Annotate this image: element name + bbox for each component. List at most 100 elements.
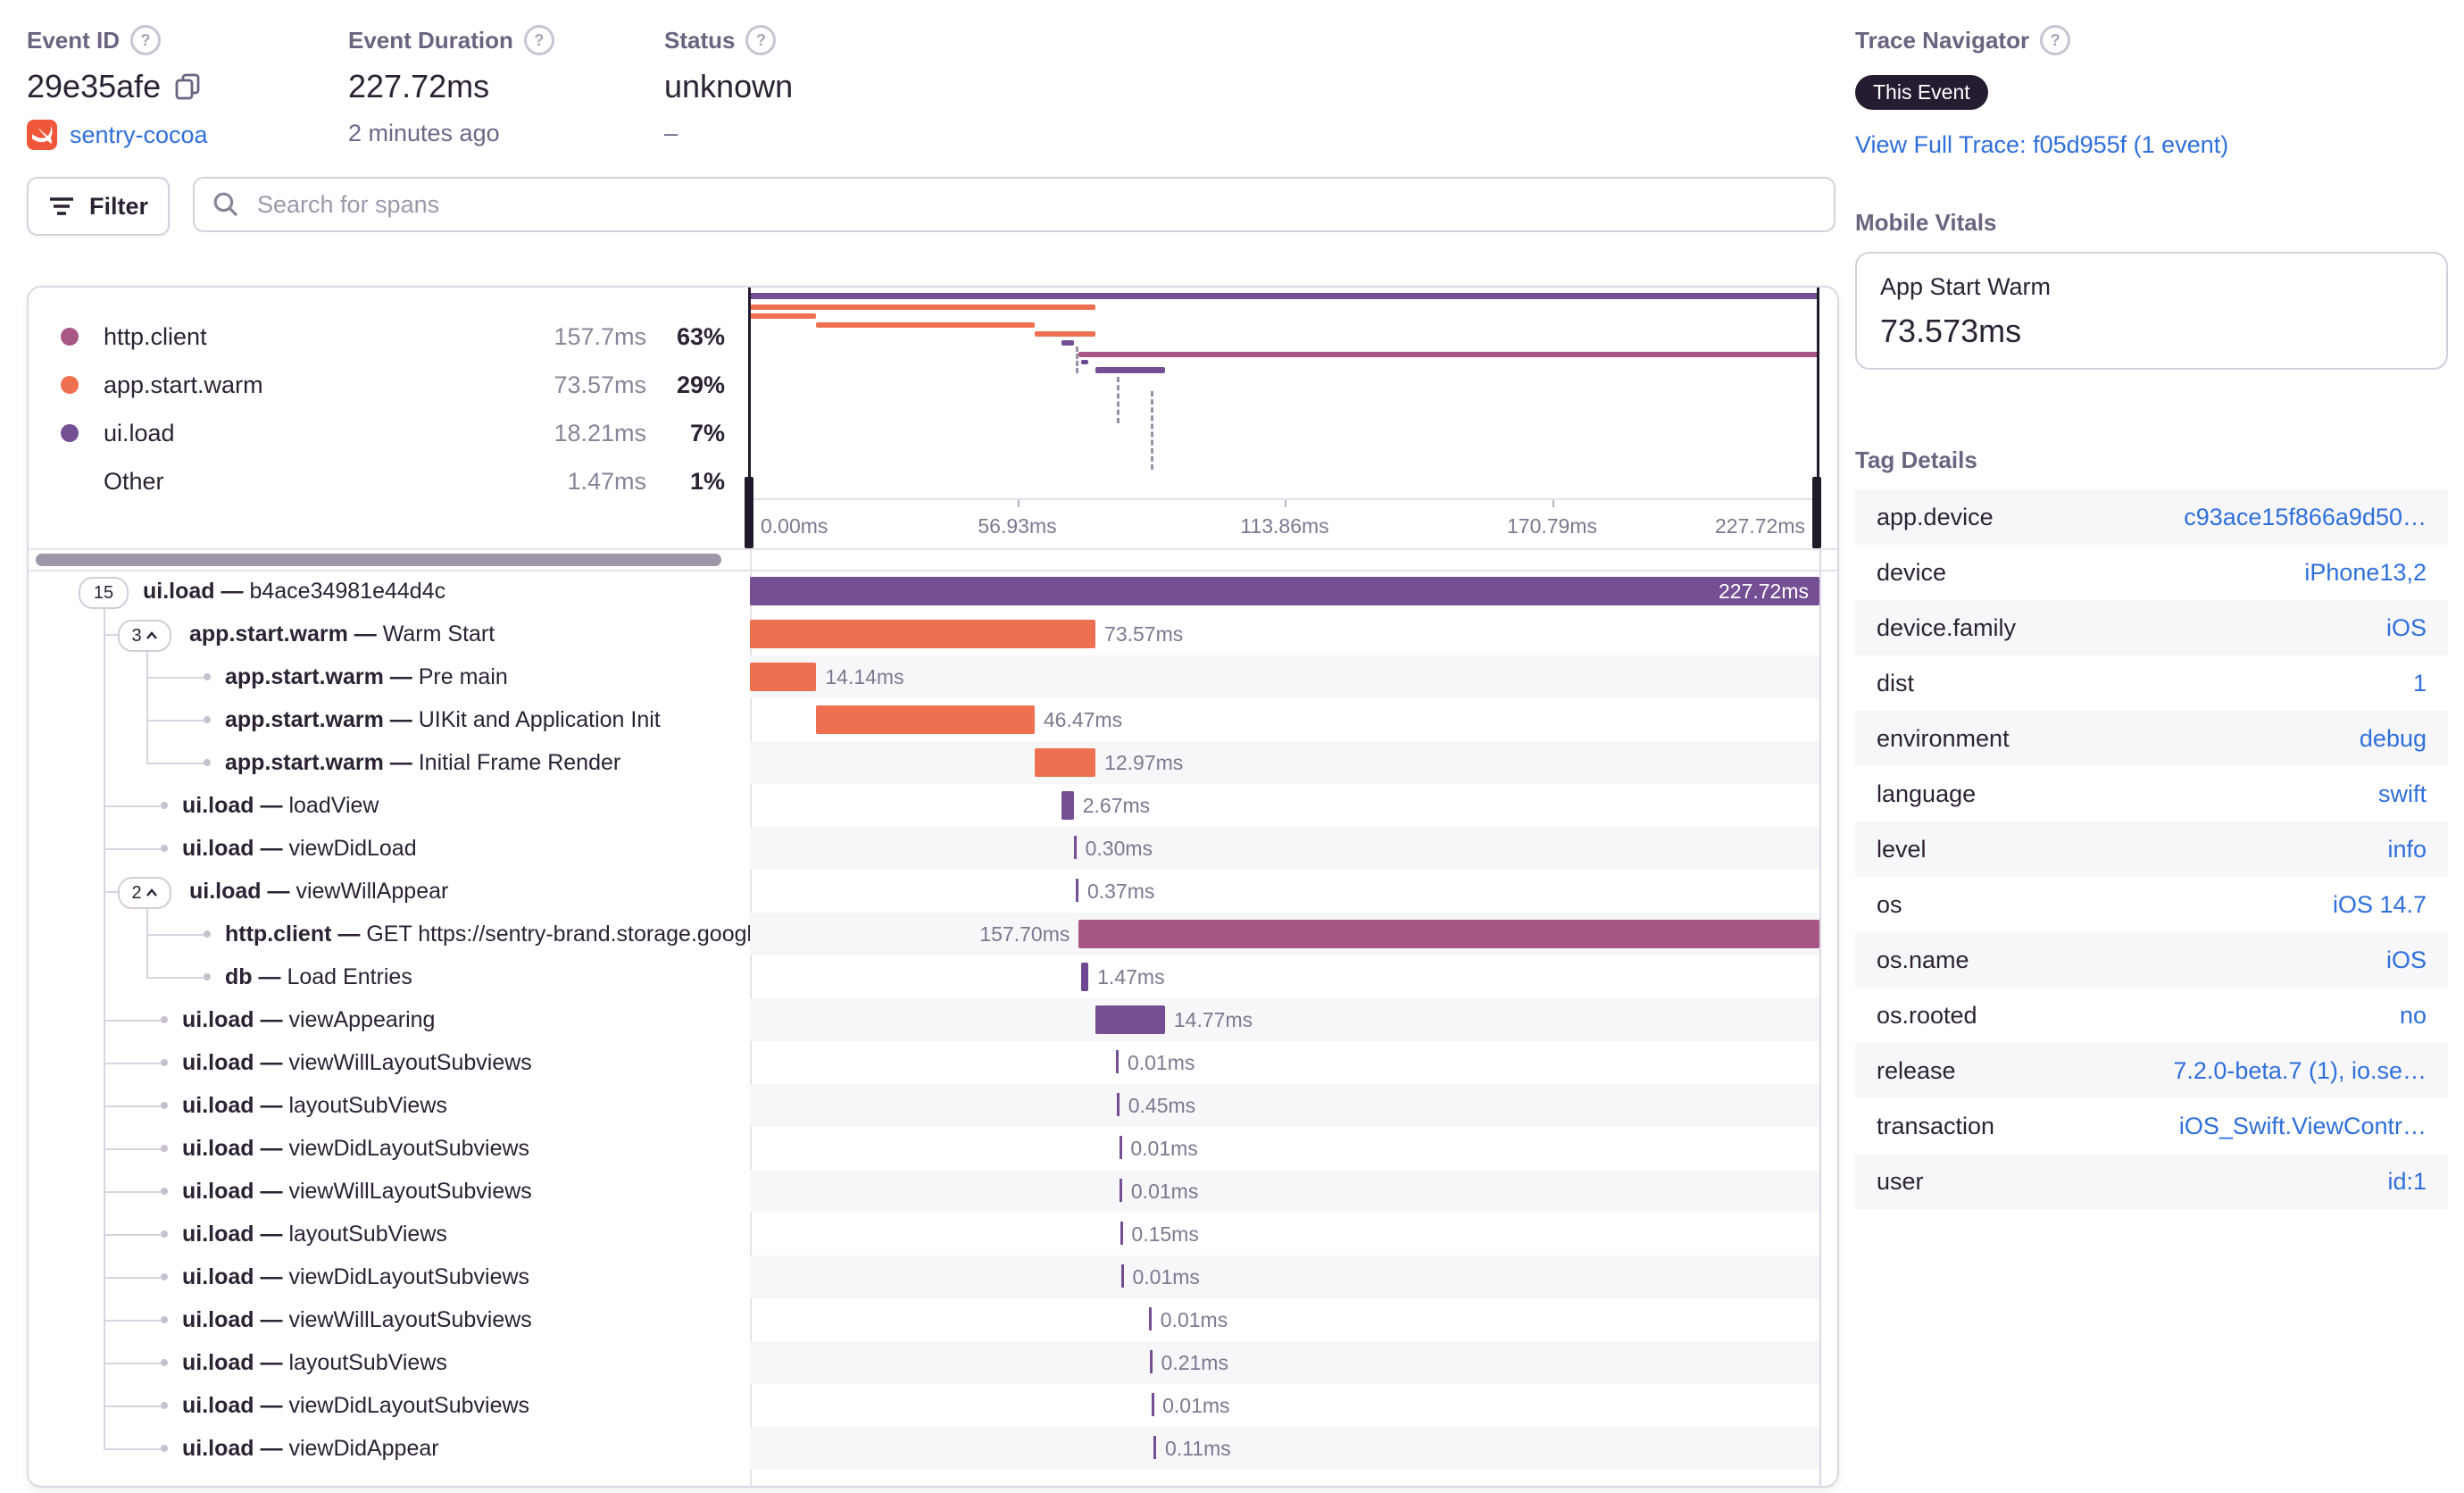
span-tree-cell: ui.load — viewDidLoad	[29, 827, 750, 870]
tree-connector-line	[104, 634, 118, 636]
filter-button[interactable]: Filter	[27, 177, 170, 236]
span-duration-tick[interactable]	[1076, 879, 1079, 902]
span-tree-row[interactable]: ui.load — viewAppearing 14.77ms	[29, 998, 1837, 1041]
span-tree-row[interactable]: db — Load Entries 1.47ms	[29, 955, 1837, 998]
tag-value-link[interactable]: iOS_Swift.ViewContr…	[2178, 1112, 2427, 1139]
span-duration-label: 0.01ms	[1162, 1394, 1230, 1417]
span-duration-tick[interactable]	[1149, 1307, 1153, 1330]
tree-connector-line	[104, 805, 161, 807]
span-duration-bar[interactable]	[1034, 748, 1096, 777]
span-tree-row[interactable]: http.client — GET https://sentry-brand.s…	[29, 913, 1837, 955]
span-duration-bar[interactable]	[750, 577, 1819, 605]
search-input[interactable]	[254, 188, 1816, 221]
help-icon[interactable]: ?	[523, 25, 554, 55]
view-full-trace-link[interactable]: View Full Trace: f05d955f (1 event)	[1855, 131, 2229, 158]
span-tree-row[interactable]: app.start.warm — Initial Frame Render 12.…	[29, 741, 1837, 784]
span-tree-row[interactable]: ui.load — layoutSubViews 0.21ms	[29, 1341, 1837, 1384]
project-link[interactable]: sentry-cocoa	[70, 121, 208, 148]
trace-minimap[interactable]	[750, 288, 1819, 498]
span-duration-bar[interactable]	[816, 705, 1035, 734]
span-tree-row[interactable]: ui.load — viewDidLayoutSubviews 0.01ms	[29, 1127, 1837, 1170]
span-duration-tick[interactable]	[1120, 1264, 1124, 1288]
status-label: Status ?	[664, 25, 793, 55]
span-duration-label: 0.01ms	[1132, 1265, 1200, 1289]
span-duration-bar[interactable]	[1061, 791, 1074, 820]
span-tree-row[interactable]: ui.load — loadView 2.67ms	[29, 784, 1837, 827]
tag-value-link[interactable]: c93ace15f866a9d50…	[2184, 503, 2427, 530]
minimap-right-grip[interactable]	[1817, 288, 1819, 548]
span-tree-row[interactable]: app.start.warm — UIKit and Application I…	[29, 698, 1837, 741]
span-duration-tick[interactable]	[1120, 1179, 1123, 1202]
span-op: ui.load —	[182, 1393, 283, 1418]
help-icon[interactable]: ?	[130, 25, 162, 55]
tree-connector-dot	[161, 1016, 168, 1023]
span-op: app.start.warm —	[189, 621, 377, 646]
span-tree-row[interactable]: 2 ui.load — viewWillAppear 0.37ms	[29, 870, 1837, 913]
tree-connector-line	[146, 977, 204, 979]
minimap-left-grip-handle[interactable]	[745, 477, 753, 548]
span-tree-row[interactable]: ui.load — viewDidLayoutSubviews 0.01ms	[29, 1384, 1837, 1427]
span-tree-row[interactable]: ui.load — viewDidLoad 0.30ms	[29, 827, 1837, 870]
minimap-right-grip-handle[interactable]	[1812, 477, 1821, 548]
tree-trunk-line	[146, 907, 148, 977]
tag-value-link[interactable]: iOS 14.7	[2332, 890, 2427, 918]
span-tree-row[interactable]: 15 ui.load — b4ace34981e44d4c 227.72ms	[29, 570, 1837, 613]
span-duration-bar[interactable]	[750, 620, 1096, 648]
span-tree-row[interactable]: ui.load — viewDidLayoutSubviews 0.01ms	[29, 1255, 1837, 1298]
tag-value-link[interactable]: info	[2387, 835, 2427, 863]
span-children-badge[interactable]: 2	[118, 877, 171, 909]
tag-value-link[interactable]: 1	[2412, 669, 2427, 696]
span-label: ui.load — viewDidLayoutSubviews	[182, 1384, 529, 1427]
span-tree-row[interactable]: app.start.warm — Pre main 14.14ms	[29, 655, 1837, 698]
span-children-badge[interactable]: 3	[118, 620, 171, 652]
help-icon[interactable]: ?	[2040, 25, 2071, 55]
span-duration-bar[interactable]	[1081, 963, 1089, 991]
chevron-up-icon	[146, 631, 157, 639]
summary-op-label: http.client	[104, 322, 207, 350]
span-duration-label: 1.47ms	[1097, 965, 1165, 988]
span-op: app.start.warm —	[225, 707, 412, 732]
span-tree-cell: ui.load — loadView	[29, 784, 750, 827]
span-children-badge[interactable]: 15	[79, 577, 129, 609]
tree-connector-line	[104, 1105, 161, 1107]
tag-value-link[interactable]: no	[2399, 1001, 2427, 1029]
span-tree-row[interactable]: ui.load — viewDidAppear 0.11ms	[29, 1427, 1837, 1470]
minimap-left-grip[interactable]	[748, 288, 751, 548]
span-tree-cell: ui.load — layoutSubViews	[29, 1213, 750, 1255]
span-duration-tick[interactable]	[1117, 1093, 1120, 1116]
span-duration-bar[interactable]	[1095, 1005, 1165, 1034]
span-description: layoutSubViews	[288, 1350, 447, 1375]
status-sub: –	[664, 120, 678, 146]
span-description: Pre main	[418, 664, 508, 689]
tag-value-link[interactable]: iOS	[2385, 946, 2427, 973]
span-tree-row[interactable]: ui.load — layoutSubViews 0.15ms	[29, 1213, 1837, 1255]
span-tree-row[interactable]: ui.load — viewWillLayoutSubviews 0.01ms	[29, 1170, 1837, 1213]
tree-horizontal-scrollbar[interactable]	[36, 554, 721, 566]
span-duration-tick[interactable]	[1149, 1350, 1153, 1373]
span-tree-row[interactable]: ui.load — viewWillLayoutSubviews 0.01ms	[29, 1041, 1837, 1084]
span-duration-tick[interactable]	[1153, 1436, 1157, 1459]
span-duration-bar[interactable]	[750, 663, 817, 691]
tag-value-link[interactable]: swift	[2378, 780, 2427, 807]
span-duration-tick[interactable]	[1120, 1222, 1123, 1245]
tree-connector-dot	[204, 930, 211, 938]
span-duration-tick[interactable]	[1073, 836, 1077, 859]
tag-value-link[interactable]: iPhone13,2	[2304, 558, 2427, 586]
span-duration-tick[interactable]	[1151, 1393, 1154, 1416]
span-description: viewDidLoad	[288, 836, 417, 861]
span-tree-row[interactable]: 3 app.start.warm — Warm Start 73.57ms	[29, 613, 1837, 655]
tag-value-link[interactable]: iOS	[2385, 613, 2427, 641]
span-duration-tick[interactable]	[1116, 1050, 1120, 1073]
tag-row: level info	[1855, 822, 2448, 877]
tag-value-link[interactable]: debug	[2359, 724, 2427, 752]
span-duration-tick[interactable]	[1119, 1136, 1122, 1159]
copy-icon[interactable]	[175, 73, 200, 100]
chevron-up-icon	[146, 888, 157, 897]
span-tree-row[interactable]: ui.load — viewWillLayoutSubviews 0.01ms	[29, 1298, 1837, 1341]
help-icon[interactable]: ?	[745, 25, 777, 55]
span-duration-bar[interactable]	[1078, 920, 1819, 948]
tag-value-link[interactable]: id:1	[2387, 1167, 2427, 1195]
tag-value-link[interactable]: 7.2.0-beta.7 (1), io.se…	[2173, 1056, 2427, 1084]
span-tree-row[interactable]: ui.load — layoutSubViews 0.45ms	[29, 1084, 1837, 1127]
span-bar-cell: 0.01ms	[750, 1041, 1819, 1084]
